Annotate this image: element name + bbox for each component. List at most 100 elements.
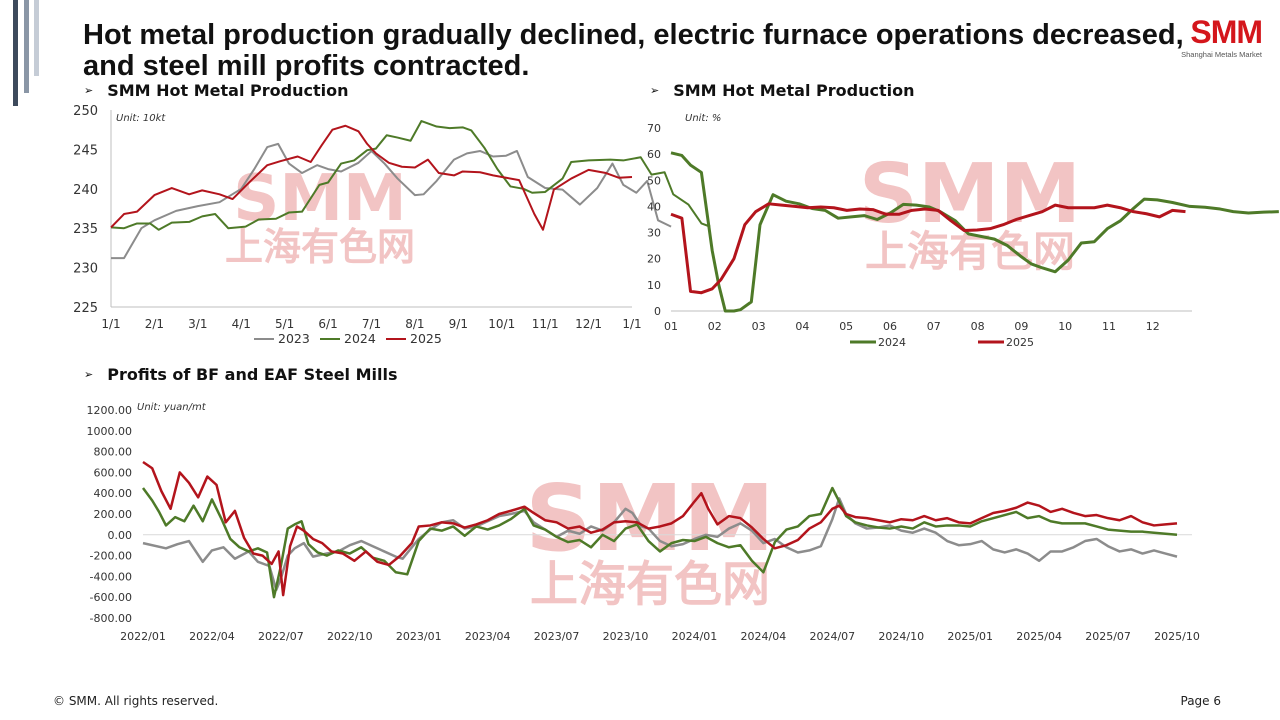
decorative-bar bbox=[34, 0, 39, 76]
legend-label-2025: 2025 bbox=[1006, 336, 1034, 349]
x-tick-label: 02 bbox=[708, 320, 722, 333]
y-tick-label: 10 bbox=[647, 279, 661, 292]
x-tick-label: 12/1 bbox=[575, 317, 602, 331]
y-tick-label: 600.00 bbox=[94, 466, 133, 479]
x-tick-label: 09 bbox=[1014, 320, 1028, 333]
x-tick-label: 2022/10 bbox=[327, 630, 373, 643]
x-tick-label: 2022/04 bbox=[189, 630, 235, 643]
x-tick-label: 11 bbox=[1102, 320, 1116, 333]
logo-subtitle: Shanghai Metals Market bbox=[1181, 50, 1262, 59]
watermark-smm: SMM bbox=[859, 147, 1081, 242]
x-tick-label: 2022/07 bbox=[258, 630, 304, 643]
x-tick-label: 1/1 bbox=[622, 317, 641, 331]
x-tick-label: 07 bbox=[927, 320, 941, 333]
unit-label: Unit: yuan/mt bbox=[137, 402, 207, 413]
y-tick-label: 235 bbox=[73, 222, 98, 237]
y-tick-label: 800.00 bbox=[94, 446, 133, 459]
slide-title: Hot metal production gradually declined,… bbox=[83, 19, 1184, 82]
watermark-smm: SMM bbox=[525, 465, 774, 572]
x-tick-label: 2024/07 bbox=[809, 630, 855, 643]
x-tick-label: 2023/01 bbox=[396, 630, 442, 643]
x-tick-label: 2025/10 bbox=[1154, 630, 1200, 643]
x-tick-label: 2023/07 bbox=[534, 630, 580, 643]
x-tick-label: 7/1 bbox=[362, 317, 381, 331]
x-tick-label: 1/1 bbox=[101, 317, 120, 331]
watermark-chinese: 上海有色网 bbox=[530, 556, 770, 612]
unit-label: Unit: % bbox=[685, 113, 721, 124]
chart-heading-2: ➢ SMM Hot Metal Production bbox=[650, 81, 914, 100]
x-tick-label: 2024/10 bbox=[878, 630, 924, 643]
arrow-icon: ➢ bbox=[650, 84, 660, 97]
x-tick-label: 2023/10 bbox=[603, 630, 649, 643]
y-tick-label: -800.00 bbox=[90, 612, 132, 625]
decorative-bar bbox=[24, 0, 29, 93]
y-tick-label: 245 bbox=[73, 143, 98, 158]
x-tick-label: 2/1 bbox=[145, 317, 164, 331]
x-tick-label: 2022/01 bbox=[120, 630, 166, 643]
x-tick-label: 4/1 bbox=[232, 317, 251, 331]
chart-title: SMM Hot Metal Production bbox=[107, 81, 349, 100]
decorative-bar bbox=[13, 0, 18, 106]
x-tick-label: 03 bbox=[752, 320, 766, 333]
x-tick-label: 2025/04 bbox=[1016, 630, 1062, 643]
series-line-2024 bbox=[670, 151, 1279, 313]
x-tick-label: 2024/01 bbox=[672, 630, 718, 643]
x-tick-label: 10/1 bbox=[488, 317, 515, 331]
y-tick-label: 400.00 bbox=[94, 487, 133, 500]
y-tick-label: 30 bbox=[647, 227, 661, 240]
y-tick-label: 250 bbox=[73, 104, 98, 119]
series-line-2024 bbox=[110, 120, 711, 231]
x-tick-label: 04 bbox=[795, 320, 809, 333]
unit-label: Unit: 10kt bbox=[116, 113, 166, 124]
x-tick-label: 2025/01 bbox=[947, 630, 993, 643]
x-tick-label: 06 bbox=[883, 320, 897, 333]
y-tick-label: 225 bbox=[73, 301, 98, 316]
x-tick-label: 01 bbox=[664, 320, 678, 333]
x-tick-label: 3/1 bbox=[188, 317, 207, 331]
logo-text: SMM bbox=[1190, 14, 1263, 50]
arrow-icon: ➢ bbox=[84, 84, 94, 97]
y-tick-label: 230 bbox=[73, 262, 98, 277]
y-tick-label: -200.00 bbox=[90, 550, 132, 563]
y-tick-label: 60 bbox=[647, 148, 661, 161]
x-tick-label: 12 bbox=[1146, 320, 1160, 333]
x-tick-label: 2024/04 bbox=[741, 630, 787, 643]
legend-label-2025: 2025 bbox=[410, 331, 442, 346]
y-tick-label: 240 bbox=[73, 183, 98, 198]
y-tick-label: 40 bbox=[647, 200, 661, 213]
x-tick-label: 8/1 bbox=[405, 317, 424, 331]
x-tick-label: 2025/07 bbox=[1085, 630, 1131, 643]
y-tick-label: -600.00 bbox=[90, 591, 132, 604]
x-tick-label: 6/1 bbox=[318, 317, 337, 331]
chart-heading-3: ➢ Profits of BF and EAF Steel Mills bbox=[84, 365, 398, 384]
page-number: Page 6 bbox=[1180, 694, 1222, 708]
y-tick-label: 0 bbox=[654, 305, 661, 318]
y-tick-label: 1200.00 bbox=[87, 404, 133, 417]
chart-title: SMM Hot Metal Production bbox=[673, 81, 915, 100]
legend-label-2024: 2024 bbox=[344, 331, 376, 346]
chart-title: Profits of BF and EAF Steel Mills bbox=[107, 365, 398, 384]
y-tick-label: 70 bbox=[647, 122, 661, 135]
y-tick-label: 20 bbox=[647, 253, 661, 266]
copyright: © SMM. All rights reserved. bbox=[53, 694, 219, 708]
series-line-2025 bbox=[670, 202, 1186, 295]
x-tick-label: 08 bbox=[971, 320, 985, 333]
x-tick-label: 05 bbox=[839, 320, 853, 333]
watermark-chinese: 上海有色网 bbox=[225, 225, 415, 269]
series-line-green bbox=[141, 486, 1178, 599]
x-tick-label: 5/1 bbox=[275, 317, 294, 331]
y-tick-label: 50 bbox=[647, 174, 661, 187]
y-tick-label: -400.00 bbox=[90, 570, 132, 583]
x-tick-label: 9/1 bbox=[449, 317, 468, 331]
arrow-icon: ➢ bbox=[84, 368, 94, 381]
x-tick-label: 11/1 bbox=[532, 317, 559, 331]
legend-label-2023: 2023 bbox=[278, 331, 310, 346]
smm-logo: SMM Shanghai Metals Market bbox=[1181, 14, 1263, 59]
series-line-2023 bbox=[111, 142, 672, 260]
chart-heading-1: ➢ SMM Hot Metal Production bbox=[84, 81, 348, 100]
x-tick-label: 10 bbox=[1058, 320, 1072, 333]
x-tick-label: 2023/04 bbox=[465, 630, 511, 643]
y-tick-label: 200.00 bbox=[94, 508, 133, 521]
series-line-2025 bbox=[110, 124, 633, 231]
